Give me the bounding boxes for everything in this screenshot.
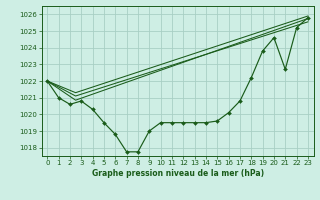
- X-axis label: Graphe pression niveau de la mer (hPa): Graphe pression niveau de la mer (hPa): [92, 169, 264, 178]
